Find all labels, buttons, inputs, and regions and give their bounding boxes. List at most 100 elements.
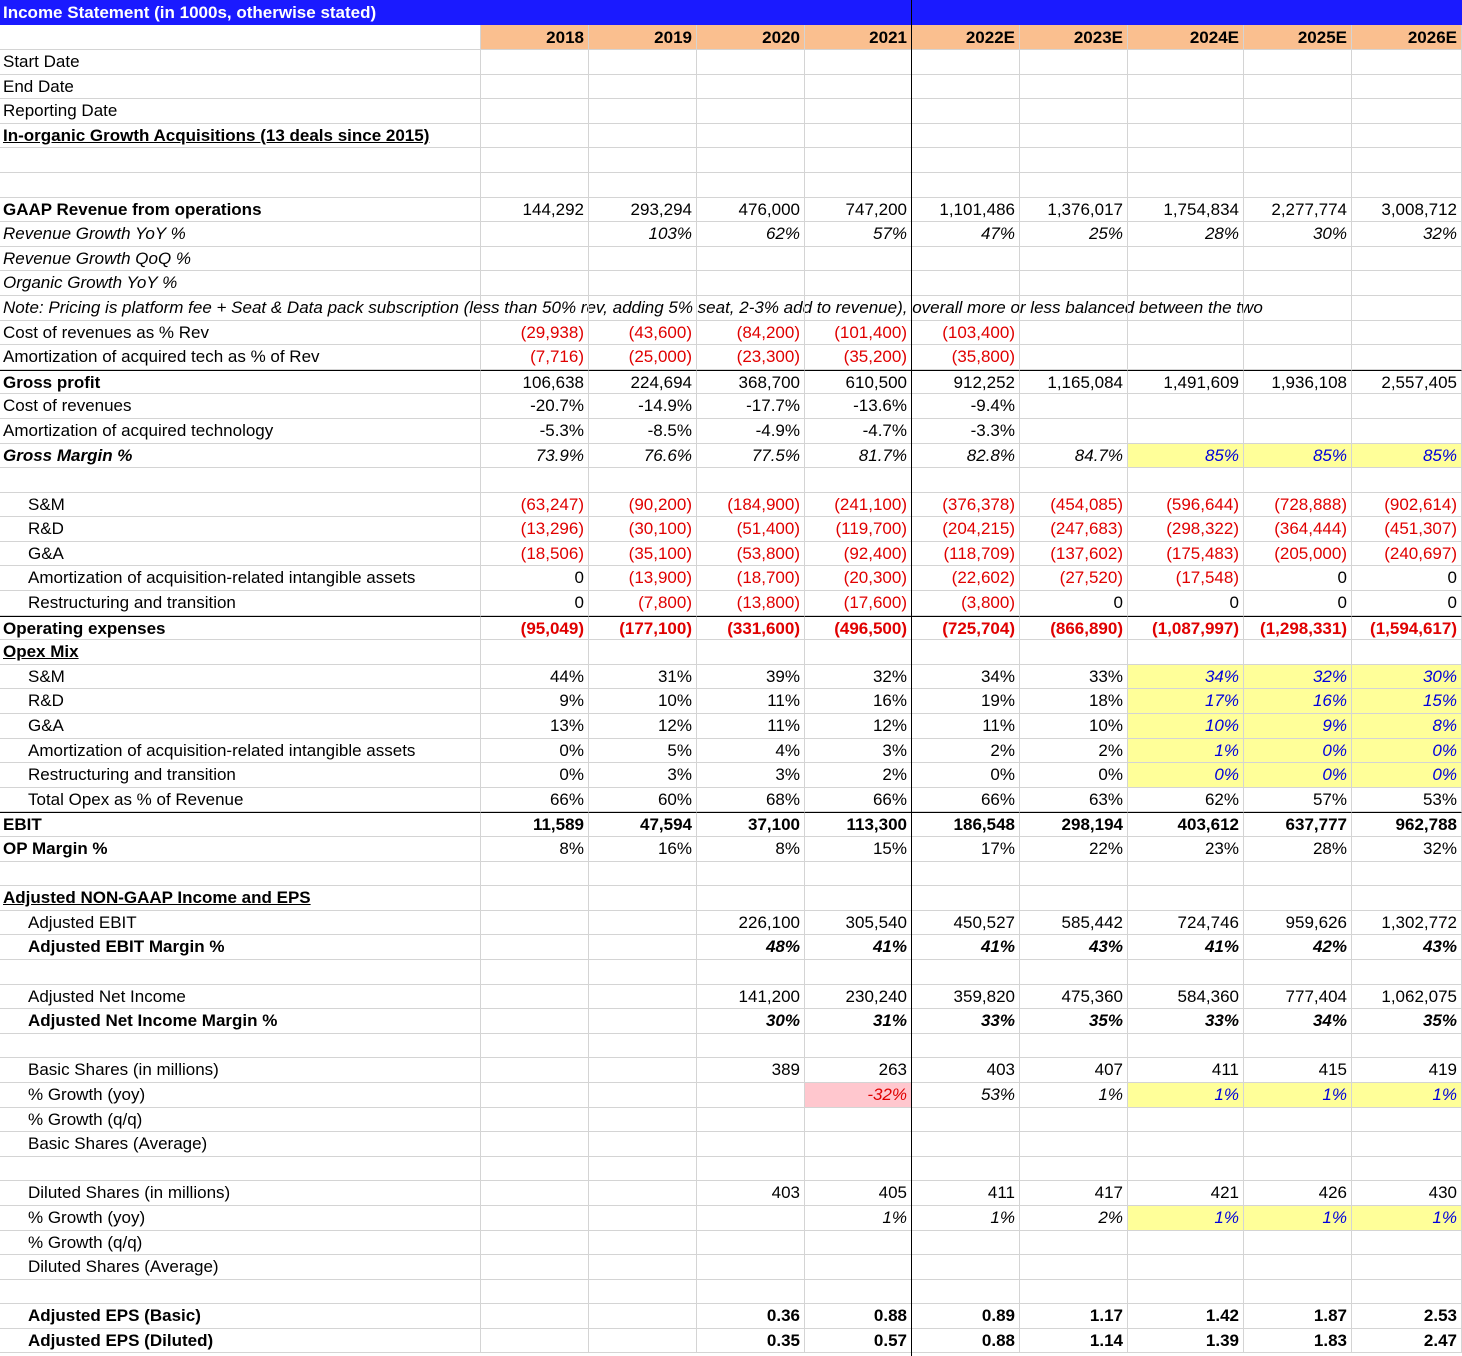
row-label: OP Margin % xyxy=(0,837,481,862)
value-cell: 419 xyxy=(1352,1058,1462,1083)
value-cell: (29,938) xyxy=(481,320,589,346)
value-cell xyxy=(805,246,912,272)
value-cell xyxy=(481,99,589,124)
value-cell: 0 xyxy=(1128,591,1244,616)
value-cell xyxy=(1020,861,1128,887)
value-cell xyxy=(589,1279,697,1305)
value-cell: 28% xyxy=(1244,837,1352,862)
value-cell: (35,100) xyxy=(589,541,697,567)
value-cell xyxy=(589,1304,697,1329)
value-cell: 3% xyxy=(589,763,697,788)
row-label: Revenue Growth YoY % xyxy=(0,222,481,247)
row-label: S&M xyxy=(0,664,481,690)
value-cell: 2,277,774 xyxy=(1244,197,1352,223)
value-cell: 11% xyxy=(697,689,805,715)
value-cell xyxy=(1020,295,1128,321)
row-label: % Growth (q/q) xyxy=(0,1230,481,1256)
value-cell: 1.17 xyxy=(1020,1304,1128,1329)
value-cell: 430 xyxy=(1352,1181,1462,1206)
value-cell: (451,307) xyxy=(1352,517,1462,542)
row-label: % Growth (yoy) xyxy=(0,1205,481,1231)
value-cell: 0 xyxy=(1020,591,1128,616)
value-cell: 1,062,075 xyxy=(1352,984,1462,1010)
value-cell: 1% xyxy=(1128,1205,1244,1231)
value-cell xyxy=(697,886,805,911)
value-cell xyxy=(1244,148,1352,173)
value-cell xyxy=(697,1082,805,1108)
value-cell: (13,900) xyxy=(589,566,697,592)
value-cell: (866,890) xyxy=(1020,615,1128,641)
value-cell: 0% xyxy=(1352,763,1462,788)
value-cell: 1% xyxy=(805,1205,912,1231)
row-label xyxy=(0,1156,481,1182)
value-cell xyxy=(805,50,912,75)
value-cell xyxy=(1128,1107,1244,1133)
value-cell: 47,594 xyxy=(589,812,697,837)
value-cell xyxy=(1020,1255,1128,1280)
value-cell: -20.7% xyxy=(481,394,589,419)
value-cell: 35% xyxy=(1352,1009,1462,1034)
value-cell: 16% xyxy=(589,837,697,862)
value-cell: 68% xyxy=(697,787,805,813)
row-label: Amortization of acquired technology xyxy=(0,418,481,444)
value-cell: 1.87 xyxy=(1244,1304,1352,1329)
value-cell: (7,800) xyxy=(589,591,697,616)
value-cell: 10% xyxy=(1128,714,1244,739)
value-cell xyxy=(589,959,697,985)
value-cell xyxy=(805,99,912,124)
value-cell xyxy=(481,861,589,887)
value-cell: -9.4% xyxy=(912,394,1020,419)
row-label: End Date xyxy=(0,74,481,100)
value-cell: 1.39 xyxy=(1128,1328,1244,1354)
value-cell: (90,200) xyxy=(589,492,697,518)
value-cell: 1,302,772 xyxy=(1352,910,1462,936)
value-cell xyxy=(1244,1107,1352,1133)
value-cell: (95,049) xyxy=(481,615,589,641)
value-cell: 2.47 xyxy=(1352,1328,1462,1354)
value-cell xyxy=(589,1181,697,1206)
value-cell: (18,700) xyxy=(697,566,805,592)
value-cell xyxy=(912,959,1020,985)
value-cell: 1% xyxy=(1352,1205,1462,1231)
value-cell xyxy=(1128,861,1244,887)
value-cell: 82.8% xyxy=(912,443,1020,469)
value-cell xyxy=(697,148,805,173)
value-cell xyxy=(589,1009,697,1034)
value-cell xyxy=(1244,1230,1352,1256)
value-cell: (175,483) xyxy=(1128,541,1244,567)
value-cell: (364,444) xyxy=(1244,517,1352,542)
value-cell xyxy=(1244,246,1352,272)
value-cell xyxy=(1244,123,1352,149)
row-label: Basic Shares (in millions) xyxy=(0,1058,481,1083)
value-cell: (298,322) xyxy=(1128,517,1244,542)
value-cell xyxy=(1020,320,1128,346)
row-label: R&D xyxy=(0,689,481,715)
value-cell: 106,638 xyxy=(481,369,589,395)
value-cell xyxy=(481,959,589,985)
row-label: Start Date xyxy=(0,50,481,75)
value-cell xyxy=(1128,295,1244,321)
value-cell: 405 xyxy=(805,1181,912,1206)
value-cell xyxy=(1020,148,1128,173)
value-cell xyxy=(912,123,1020,149)
sheet-title: Income Statement (in 1000s, otherwise st… xyxy=(0,0,1462,25)
value-cell xyxy=(1128,1279,1244,1305)
value-cell xyxy=(1244,394,1352,419)
value-cell xyxy=(805,271,912,296)
value-cell xyxy=(1244,861,1352,887)
value-cell: (1,298,331) xyxy=(1244,615,1352,641)
value-cell xyxy=(481,271,589,296)
value-cell: 0% xyxy=(1244,738,1352,764)
value-cell: 584,360 xyxy=(1128,984,1244,1010)
row-label: Opex Mix xyxy=(0,640,481,665)
value-cell xyxy=(1352,74,1462,100)
row-label: G&A xyxy=(0,541,481,567)
value-cell xyxy=(805,295,912,321)
value-cell: 19% xyxy=(912,689,1020,715)
value-cell: (902,614) xyxy=(1352,492,1462,518)
value-cell xyxy=(912,1255,1020,1280)
value-cell xyxy=(697,959,805,985)
row-label: Diluted Shares (Average) xyxy=(0,1255,481,1280)
value-cell xyxy=(589,246,697,272)
value-cell xyxy=(1244,74,1352,100)
